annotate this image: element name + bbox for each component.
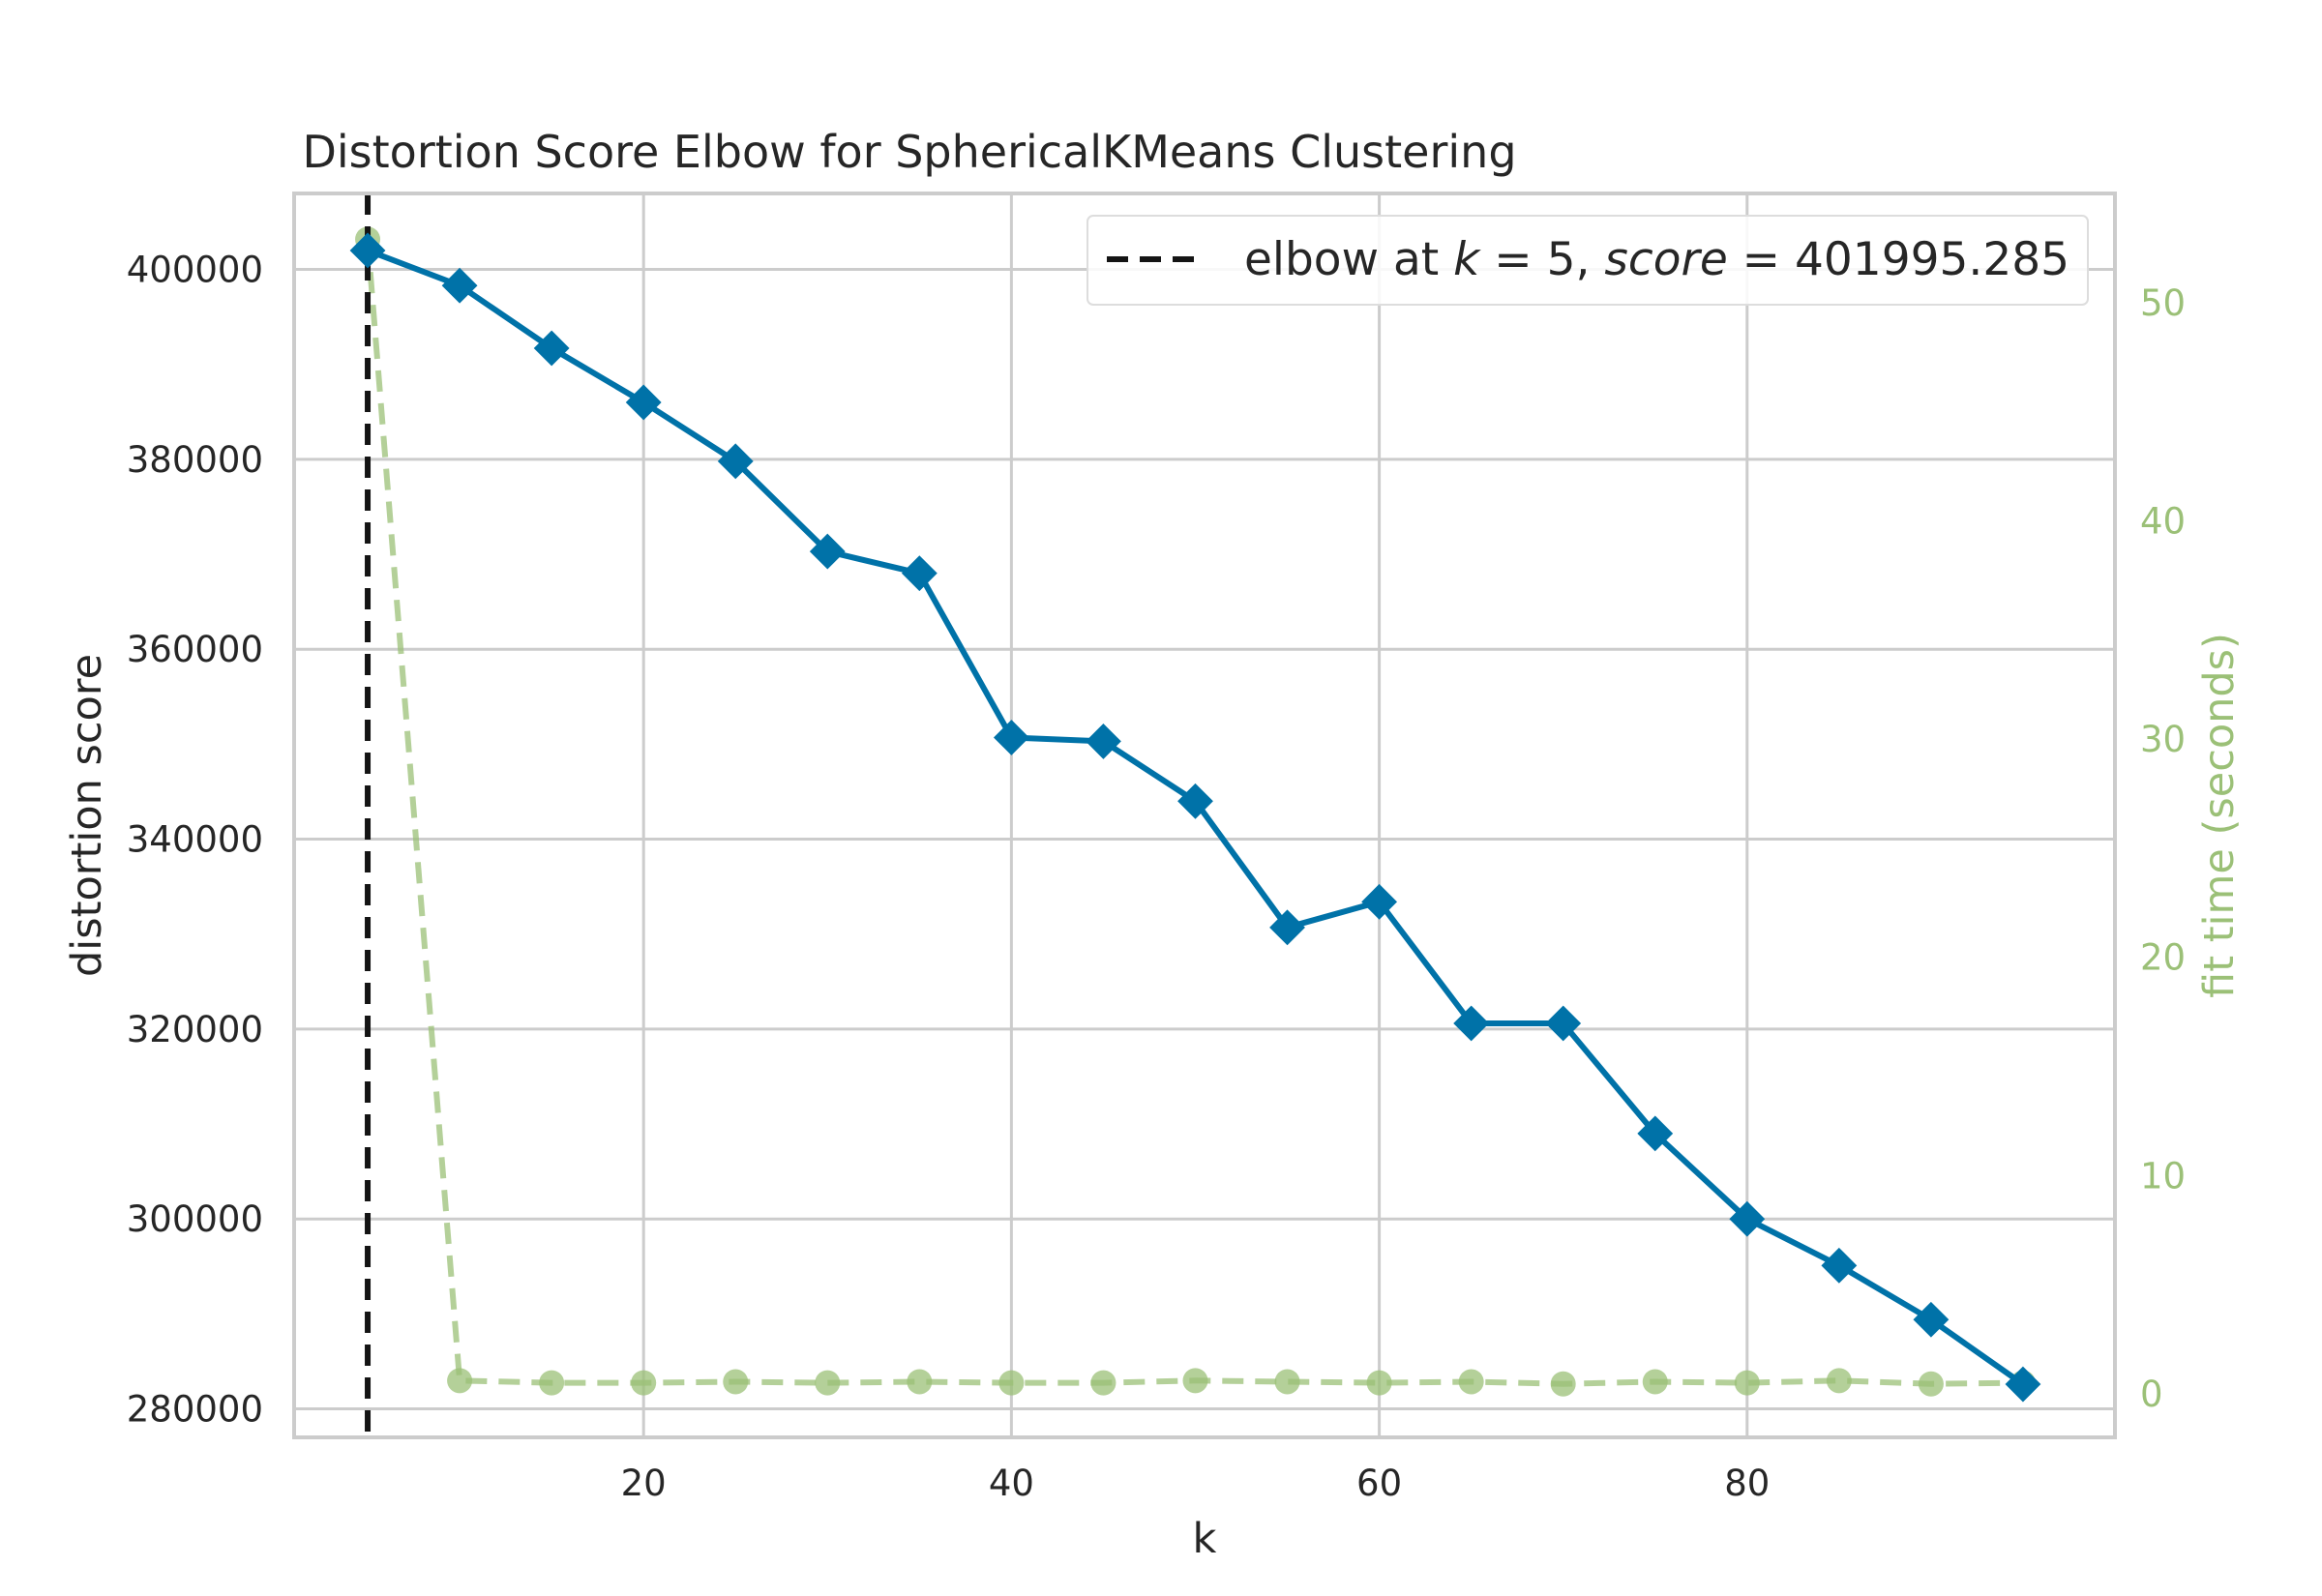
legend-k-value: 5 bbox=[1547, 233, 1576, 286]
x-axis-label: k bbox=[1193, 1515, 1217, 1563]
y2-tick-label: 30 bbox=[2140, 719, 2186, 760]
fit-time-point bbox=[723, 1369, 749, 1395]
fit-time-point bbox=[539, 1370, 565, 1396]
distortion-point bbox=[1453, 1005, 1490, 1042]
y-tick-label: 400000 bbox=[127, 250, 263, 291]
distortion-point bbox=[1729, 1200, 1766, 1237]
legend-prefix: elbow at bbox=[1244, 233, 1453, 286]
legend-k-var: k bbox=[1453, 233, 1481, 286]
distortion-point bbox=[349, 232, 386, 269]
distortion-point bbox=[1913, 1301, 1950, 1338]
legend-score-var: score bbox=[1604, 233, 1727, 286]
y-tick-labels: 280000 300000 320000 340000 360000 380000 4000… bbox=[127, 250, 263, 1431]
distortion-point bbox=[1361, 883, 1398, 920]
fit-time-point bbox=[447, 1368, 473, 1394]
legend-sep: , bbox=[1576, 233, 1605, 286]
fit-time-point bbox=[1274, 1369, 1300, 1395]
grid bbox=[294, 193, 2115, 1437]
distortion-point bbox=[441, 267, 478, 304]
legend: elbow at k = 5, score = 401995.285 bbox=[1087, 215, 2089, 306]
legend-label: elbow at k = 5, score = 401995.285 bbox=[1244, 233, 2069, 286]
y2-tick-label: 10 bbox=[2140, 1155, 2186, 1197]
legend-k-eq: = bbox=[1479, 233, 1546, 286]
fit-time-point bbox=[907, 1369, 933, 1395]
y-tick-label: 360000 bbox=[127, 629, 263, 670]
y2-tick-label: 50 bbox=[2140, 282, 2186, 324]
fit-time-point bbox=[631, 1370, 657, 1396]
fit-time-point bbox=[1366, 1370, 1392, 1396]
fit-time-point bbox=[1918, 1371, 1944, 1397]
x-tick-label: 80 bbox=[1724, 1463, 1770, 1504]
distortion-point bbox=[717, 443, 754, 480]
x-tick-label: 60 bbox=[1356, 1463, 1402, 1504]
distortion-series bbox=[349, 232, 2041, 1403]
distortion-point bbox=[1086, 724, 1121, 759]
plot-frame bbox=[292, 192, 2117, 1439]
legend-score-eq: = bbox=[1728, 233, 1795, 286]
fit-time-point bbox=[815, 1370, 841, 1396]
distortion-point bbox=[2005, 1366, 2041, 1403]
y2-axis-label: fit time (seconds) bbox=[2195, 633, 2244, 998]
distortion-point bbox=[1545, 1005, 1582, 1042]
y2-tick-label: 0 bbox=[2140, 1374, 2163, 1415]
fit-time-point bbox=[1182, 1368, 1208, 1394]
x-tick-labels: 20 40 60 80 bbox=[621, 1463, 1771, 1504]
distortion-point bbox=[1177, 783, 1213, 819]
fit-time-point bbox=[1734, 1370, 1760, 1396]
distortion-point bbox=[993, 720, 1029, 755]
distortion-point bbox=[809, 533, 846, 570]
fit-time-series bbox=[355, 226, 2036, 1397]
fit-time-point bbox=[998, 1370, 1025, 1396]
y2-tick-label: 40 bbox=[2140, 500, 2186, 542]
legend-box bbox=[1087, 215, 2089, 306]
fit-time-point bbox=[1550, 1371, 1576, 1397]
y-tick-label: 320000 bbox=[127, 1009, 263, 1050]
y-tick-label: 380000 bbox=[127, 439, 263, 481]
fit-time-point bbox=[1826, 1368, 1852, 1394]
y2-tick-label: 20 bbox=[2140, 937, 2186, 979]
y-tick-label: 300000 bbox=[127, 1198, 263, 1240]
distortion-point bbox=[901, 555, 938, 592]
legend-score-value: 401995.285 bbox=[1795, 233, 2069, 286]
fit-time-point bbox=[1090, 1370, 1116, 1396]
distortion-point bbox=[625, 384, 662, 421]
x-tick-label: 20 bbox=[621, 1463, 667, 1504]
y-axis-label: distortion score bbox=[63, 654, 111, 977]
y-tick-label: 280000 bbox=[127, 1389, 263, 1431]
distortion-point bbox=[1269, 909, 1305, 946]
distortion-point bbox=[1821, 1247, 1858, 1284]
fit-time-point bbox=[1642, 1369, 1668, 1395]
chart-title: Distortion Score Elbow for SphericalKMea… bbox=[302, 126, 1516, 178]
fit-time-point bbox=[1458, 1369, 1484, 1395]
distortion-point bbox=[1637, 1115, 1674, 1152]
y-tick-label: 340000 bbox=[127, 819, 263, 861]
y2-tick-labels: 0 10 20 30 40 50 bbox=[2140, 282, 2186, 1415]
distortion-point bbox=[533, 330, 570, 367]
x-tick-label: 40 bbox=[989, 1463, 1034, 1504]
